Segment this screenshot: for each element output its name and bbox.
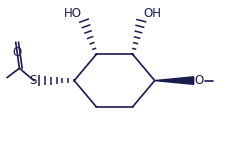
Text: O: O (194, 74, 203, 87)
Text: S: S (30, 74, 37, 87)
Text: OH: OH (143, 7, 161, 20)
Text: O: O (13, 46, 22, 59)
Polygon shape (155, 77, 194, 84)
Text: HO: HO (64, 7, 82, 20)
